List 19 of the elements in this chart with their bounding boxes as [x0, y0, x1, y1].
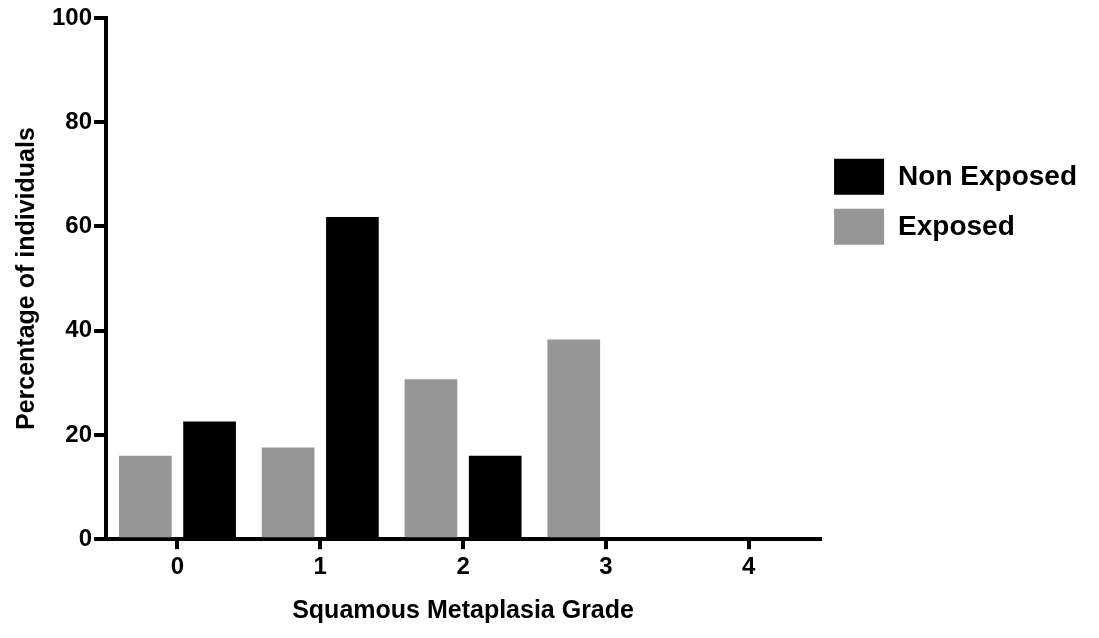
bar — [404, 379, 458, 538]
y-tick-label: 0 — [78, 523, 93, 551]
x-tick-label: 2 — [456, 552, 470, 580]
y-tick-label: 100 — [52, 2, 93, 30]
x-tick-label: 1 — [313, 552, 327, 580]
x-tick-label: 3 — [599, 552, 613, 580]
y-axis-title: Percentage of individuals — [10, 127, 39, 431]
bar — [547, 339, 601, 538]
x-tick-label: 0 — [170, 552, 185, 580]
x-tick-label: 4 — [742, 552, 757, 580]
y-tick-label: 40 — [65, 315, 93, 343]
y-tick-label: 20 — [65, 419, 93, 447]
y-tick-label: 60 — [65, 211, 93, 239]
x-axis-title: Squamous Metaplasia Grade — [292, 594, 635, 623]
legend-label: Non Exposed — [898, 159, 1078, 191]
legend-label: Exposed — [898, 209, 1015, 241]
y-tick-label: 80 — [65, 106, 93, 134]
bar — [118, 455, 172, 538]
bar — [261, 447, 315, 538]
